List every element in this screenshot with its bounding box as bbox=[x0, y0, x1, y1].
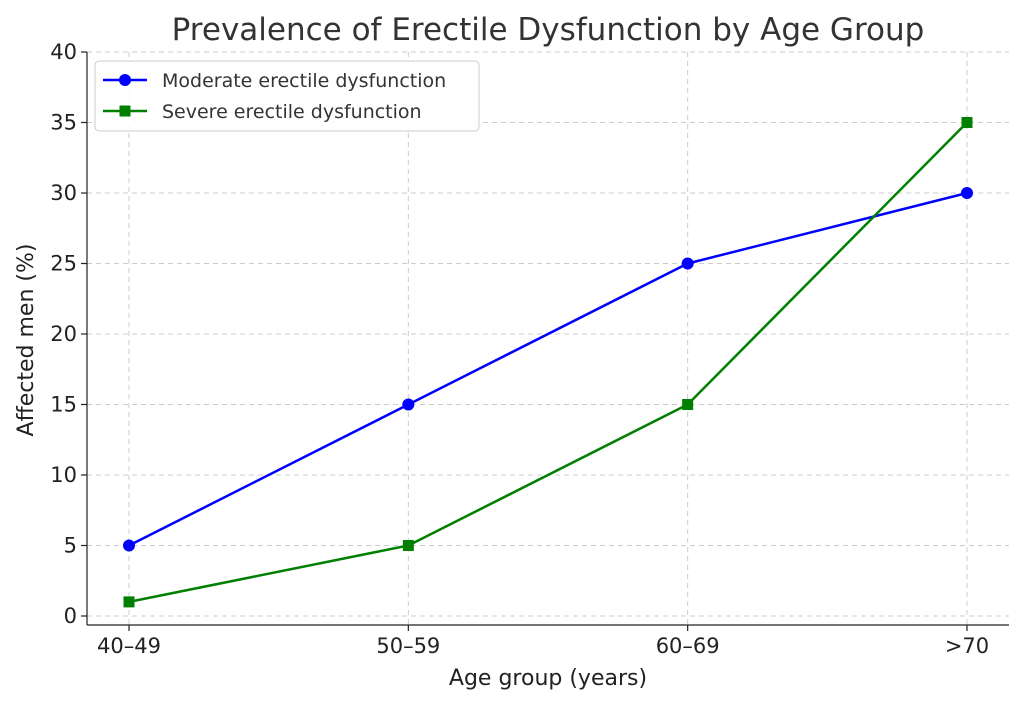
series-line bbox=[128, 121, 968, 604]
series-line bbox=[128, 191, 968, 547]
x-axis-label: Age group (years) bbox=[449, 666, 647, 691]
legend-marker-severe bbox=[119, 105, 131, 117]
x-tick-label: 40–49 bbox=[97, 634, 161, 658]
grid-layer bbox=[87, 51, 1009, 625]
y-tick-label: 10 bbox=[50, 463, 77, 487]
y-tick-label: 40 bbox=[50, 40, 77, 64]
data-point-square bbox=[682, 399, 694, 410]
y-tick-label: 25 bbox=[50, 252, 77, 276]
x-tick-label: 50–59 bbox=[376, 634, 440, 658]
data-point-square bbox=[961, 117, 973, 128]
legend-label-moderate: Moderate erectile dysfunction bbox=[162, 70, 446, 92]
legend-marker-moderate bbox=[119, 74, 131, 86]
y-tick-label: 35 bbox=[50, 111, 77, 135]
data-point-circle bbox=[681, 257, 694, 270]
y-tick-label: 15 bbox=[50, 393, 77, 417]
data-point-square bbox=[402, 540, 414, 551]
chart-title: Prevalence of Erectile Dysfunction by Ag… bbox=[172, 12, 925, 48]
legend: Moderate erectile dysfunction Severe ere… bbox=[94, 60, 480, 132]
data-point-circle bbox=[402, 398, 415, 411]
axes-frame bbox=[86, 52, 1009, 626]
x-tick-label: >70 bbox=[945, 634, 989, 658]
series-severe bbox=[123, 117, 973, 608]
y-axis-label: Affected men (%) bbox=[14, 244, 39, 437]
data-point-circle bbox=[123, 539, 135, 552]
y-tick-label: 5 bbox=[64, 534, 77, 558]
ticks-layer: 0 5 10 15 20 25 30 35 40 40–49 50–59 60–69 >70 bbox=[50, 40, 989, 658]
y-tick-label: 20 bbox=[50, 322, 77, 346]
data-point-circle bbox=[961, 187, 973, 199]
series-moderate bbox=[123, 187, 973, 552]
legend-box bbox=[94, 60, 480, 132]
legend-label-severe: Severe erectile dysfunction bbox=[162, 101, 422, 123]
y-tick-label: 30 bbox=[50, 181, 77, 205]
x-tick-label: 60–69 bbox=[656, 634, 720, 658]
y-tick-label: 0 bbox=[64, 604, 77, 628]
series-layer bbox=[123, 117, 973, 608]
data-point-square bbox=[123, 596, 135, 608]
